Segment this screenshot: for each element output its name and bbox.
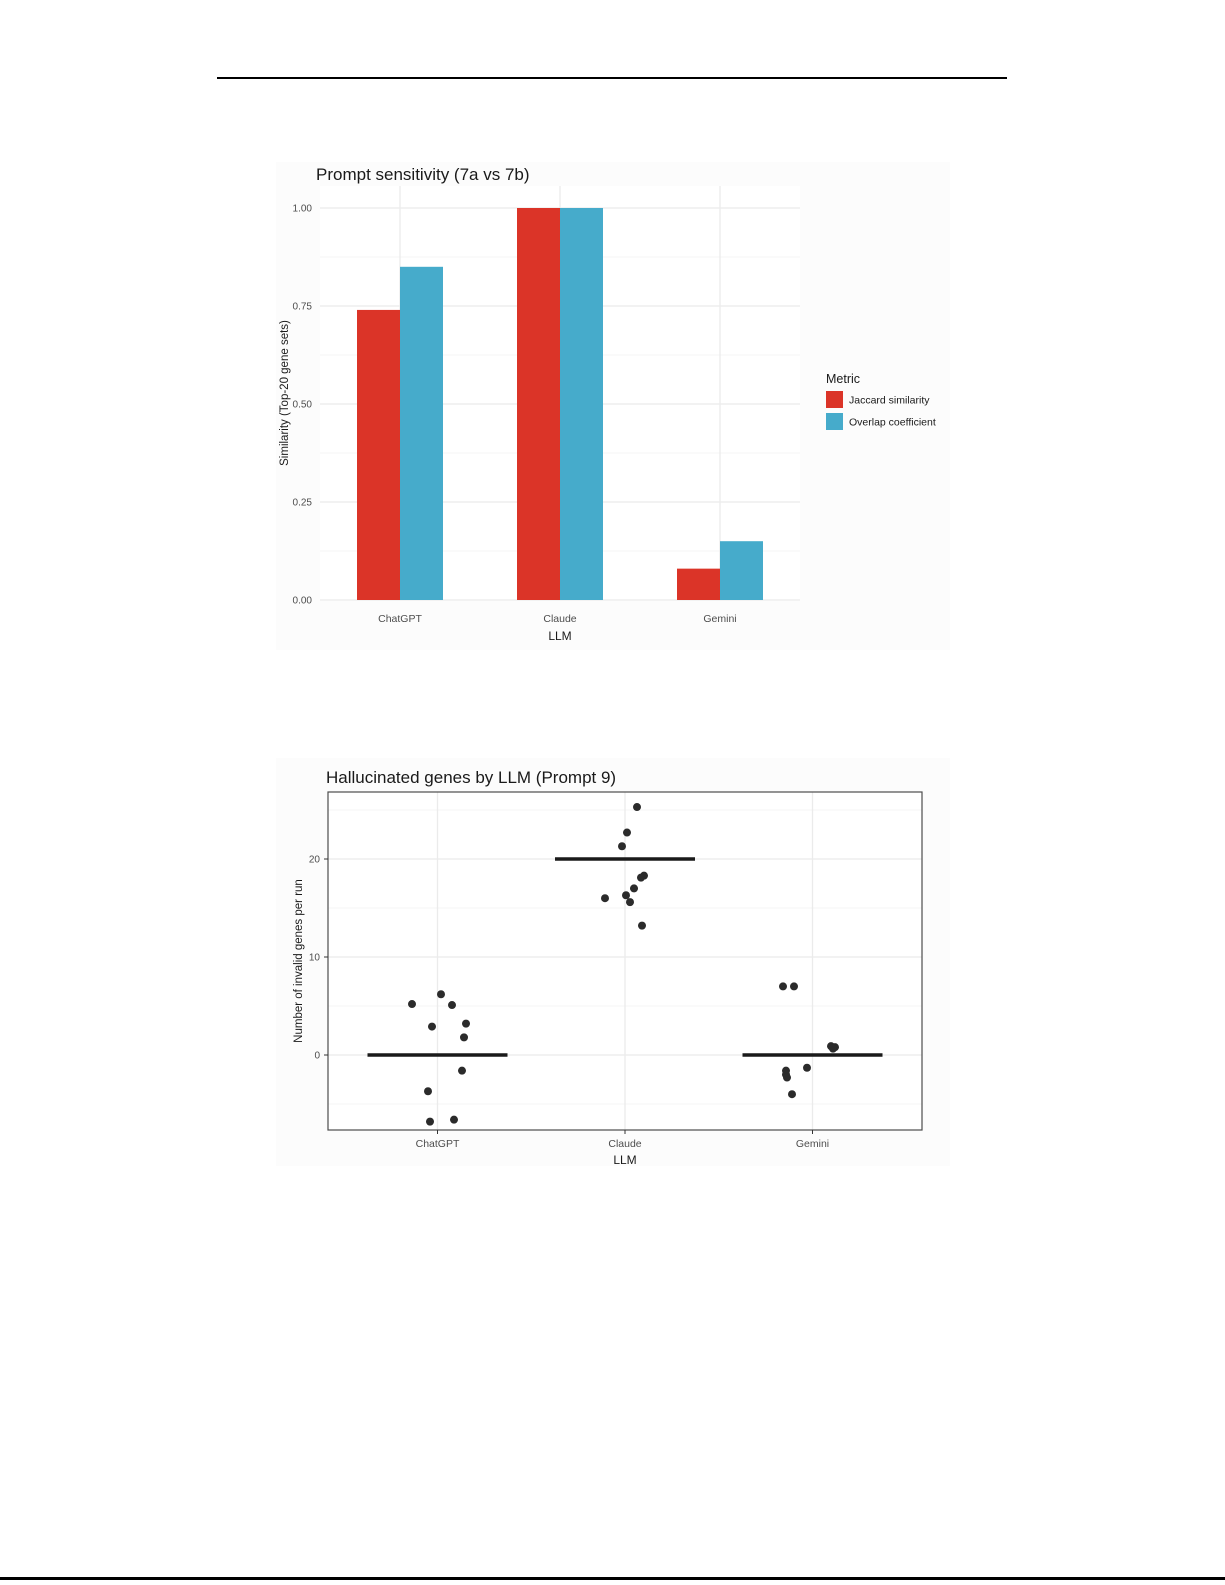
bar-gemini-overlap-coefficient (720, 541, 763, 600)
point-claude-10 (638, 921, 646, 930)
bar-claude-overlap-coefficient (560, 208, 603, 600)
point-chatgpt-8 (424, 1087, 432, 1096)
legend-swatch-overlap-coefficient (826, 413, 843, 430)
header-rule (217, 77, 1007, 79)
x-axis-title: LLM (548, 629, 571, 643)
y-tick-label: 0.50 (293, 400, 313, 411)
point-claude-5 (637, 873, 645, 882)
point-gemini-10 (788, 1090, 796, 1099)
point-claude-8 (601, 894, 609, 903)
point-chatgpt-1 (437, 990, 445, 999)
legend-label-jaccard-similarity: Jaccard similarity (849, 395, 930, 407)
legend-title: Metric (826, 372, 860, 386)
point-chatgpt-5 (428, 1022, 436, 1031)
y-axis-title: Number of invalid genes per run (293, 879, 305, 1043)
chart-title: Hallucinated genes by LLM (Prompt 9) (326, 768, 616, 787)
prompt-sensitivity-bar-chart: 0.00 0.25 0.50 0.75 1.00 ChatGPT Claude Gemini L… (279, 165, 936, 643)
point-chatgpt-3 (448, 1001, 456, 1010)
point-claude-1 (633, 803, 641, 812)
x-tick-label-claude: Claude (543, 613, 576, 625)
bar-chart-figure: 0.00 0.25 0.50 0.75 1.00 ChatGPT Claude Gemini L… (276, 162, 950, 650)
y-tick-label: 0.00 (293, 596, 313, 607)
point-gemini-6 (803, 1063, 811, 1072)
hallucinated-genes-strip-chart: 0 10 20 ChatGPT Claude Gemini LLM Number of inv… (293, 768, 923, 1167)
point-claude-9 (626, 898, 634, 907)
legend-label-overlap-coefficient: Overlap coefficient (849, 417, 936, 429)
point-chatgpt-6 (460, 1033, 468, 1042)
point-claude-3 (618, 842, 626, 851)
x-axis-title: LLM (613, 1153, 636, 1166)
x-tick-label-chatgpt: ChatGPT (416, 1138, 460, 1150)
point-gemini-9 (783, 1073, 791, 1082)
point-claude-6 (630, 884, 638, 893)
footer-rule (0, 1577, 1225, 1580)
y-tick-label: 10 (309, 953, 321, 964)
point-claude-2 (623, 828, 631, 837)
y-tick-label: 0.75 (293, 302, 313, 313)
bar-chatgpt-jaccard-similarity (357, 309, 400, 600)
bar-claude-jaccard-similarity (517, 208, 560, 600)
point-chatgpt-4 (462, 1019, 470, 1028)
chart-title: Prompt sensitivity (7a vs 7b) (316, 165, 530, 184)
y-tick-label: 1.00 (293, 204, 313, 215)
point-chatgpt-7 (458, 1066, 466, 1075)
point-chatgpt-2 (408, 1000, 416, 1009)
legend-swatch-jaccard-similarity (826, 391, 843, 408)
x-tick-label-claude: Claude (608, 1138, 641, 1150)
scatter-chart-figure: 0 10 20 ChatGPT Claude Gemini LLM Number of inv… (276, 758, 950, 1167)
bar-gemini-jaccard-similarity (677, 568, 720, 600)
x-tick-label-chatgpt: ChatGPT (378, 613, 422, 625)
bar-chatgpt-overlap-coefficient (400, 266, 443, 600)
point-chatgpt-9 (450, 1115, 458, 1124)
y-tick-label: 0 (314, 1051, 320, 1062)
y-tick-label: 0.25 (293, 498, 313, 509)
point-chatgpt-10 (426, 1117, 434, 1126)
y-tick-label: 20 (309, 855, 321, 866)
y-axis-title: Similarity (Top-20 gene sets) (279, 320, 291, 466)
point-gemini-5 (829, 1044, 837, 1053)
point-gemini-2 (790, 982, 798, 991)
x-tick-label-gemini: Gemini (703, 613, 736, 625)
point-gemini-1 (779, 982, 787, 991)
point-claude-7 (622, 891, 630, 900)
x-tick-label-gemini: Gemini (796, 1138, 829, 1150)
